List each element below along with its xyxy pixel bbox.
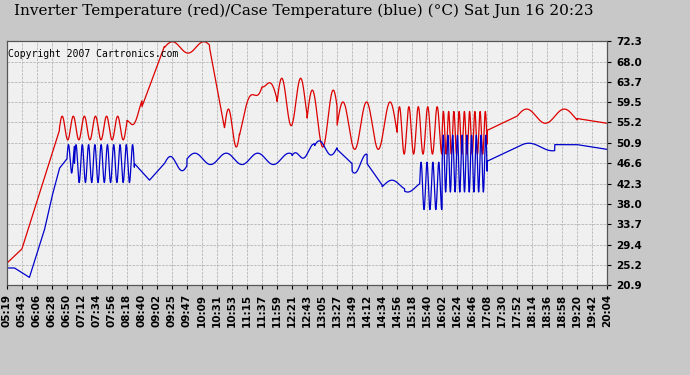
Text: Inverter Temperature (red)/Case Temperature (blue) (°C) Sat Jun 16 20:23: Inverter Temperature (red)/Case Temperat…	[14, 4, 593, 18]
Text: Copyright 2007 Cartronics.com: Copyright 2007 Cartronics.com	[8, 49, 179, 58]
